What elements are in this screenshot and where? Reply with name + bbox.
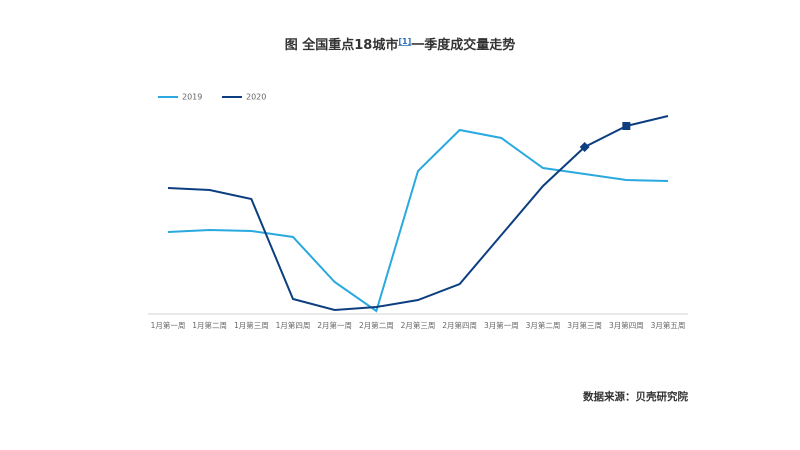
series-line: [167, 115, 669, 312]
x-tick-label: 1月第三周: [234, 320, 269, 330]
title-rest: 一季度成交量走势: [411, 37, 515, 53]
x-tick-label: 2月第一周: [317, 320, 352, 330]
x-tick-label: 3月第五周: [651, 320, 686, 330]
point-marker: [622, 122, 631, 130]
x-tick-label: 1月第四周: [276, 320, 311, 330]
source-note: 数据来源：贝壳研究院: [582, 390, 688, 403]
legend-label: 2020: [246, 93, 266, 102]
title-note[interactable]: [1]: [398, 37, 411, 46]
x-tick-label: 2月第三周: [401, 320, 436, 330]
series-line: [167, 128, 669, 313]
x-tick-label: 3月第一周: [484, 320, 519, 330]
legend-label: 2019: [182, 93, 202, 102]
x-tick-label: 2月第二周: [359, 320, 394, 330]
point-marker: [579, 142, 590, 152]
x-tick-label: 1月第二周: [192, 320, 227, 330]
x-tick-label: 2月第四周: [442, 320, 477, 330]
chart-title: 图 全国重点18城市[1]一季度成交量走势: [285, 37, 516, 53]
x-tick-label: 3月第三周: [567, 320, 602, 330]
title-main: 图 全国重点18城市: [285, 37, 399, 53]
x-tick-label: 3月第二周: [526, 320, 561, 330]
x-tick-label: 1月第一周: [151, 320, 186, 330]
x-tick-label: 3月第四周: [609, 320, 644, 330]
